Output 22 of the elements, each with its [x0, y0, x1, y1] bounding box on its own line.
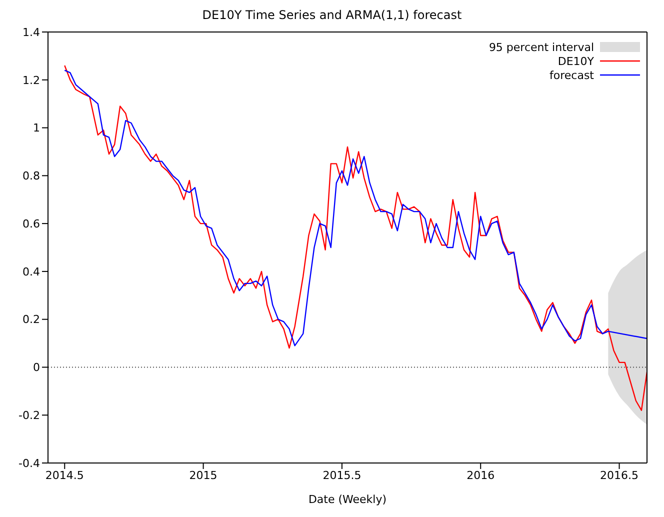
- y-tick-label: -0.4: [18, 456, 40, 470]
- y-tick-label: 0.8: [22, 170, 40, 183]
- chart-title: DE10Y Time Series and ARMA(1,1) forecast: [201, 8, 463, 24]
- y-tick-label: 0.4: [22, 265, 40, 278]
- line-series: [64, 70, 647, 346]
- x-tick-label: 2014.5: [45, 468, 84, 482]
- y-tick-label: 0: [33, 361, 40, 374]
- x-tick-label: 2016.5: [600, 468, 639, 482]
- y-tick-label: 1.4: [22, 26, 40, 39]
- legend-label: DE10Y: [558, 54, 594, 68]
- line-series: [64, 64, 647, 411]
- y-tick-label: -0.2: [18, 409, 40, 422]
- x-axis-title: Date (Weekly): [308, 493, 387, 506]
- x-tick-label: 2015.5: [322, 468, 362, 482]
- y-tick-label: 1: [33, 122, 40, 135]
- legend-label: 95 percent interval: [488, 40, 594, 54]
- x-tick-label: 2015: [189, 468, 218, 482]
- y-tick-label: 0.6: [22, 217, 40, 230]
- x-tick-label: 2016: [466, 468, 495, 482]
- y-tick-label: 0.2: [22, 313, 40, 326]
- y-tick-label: 1.2: [22, 74, 40, 87]
- legend-label: forecast: [550, 68, 594, 82]
